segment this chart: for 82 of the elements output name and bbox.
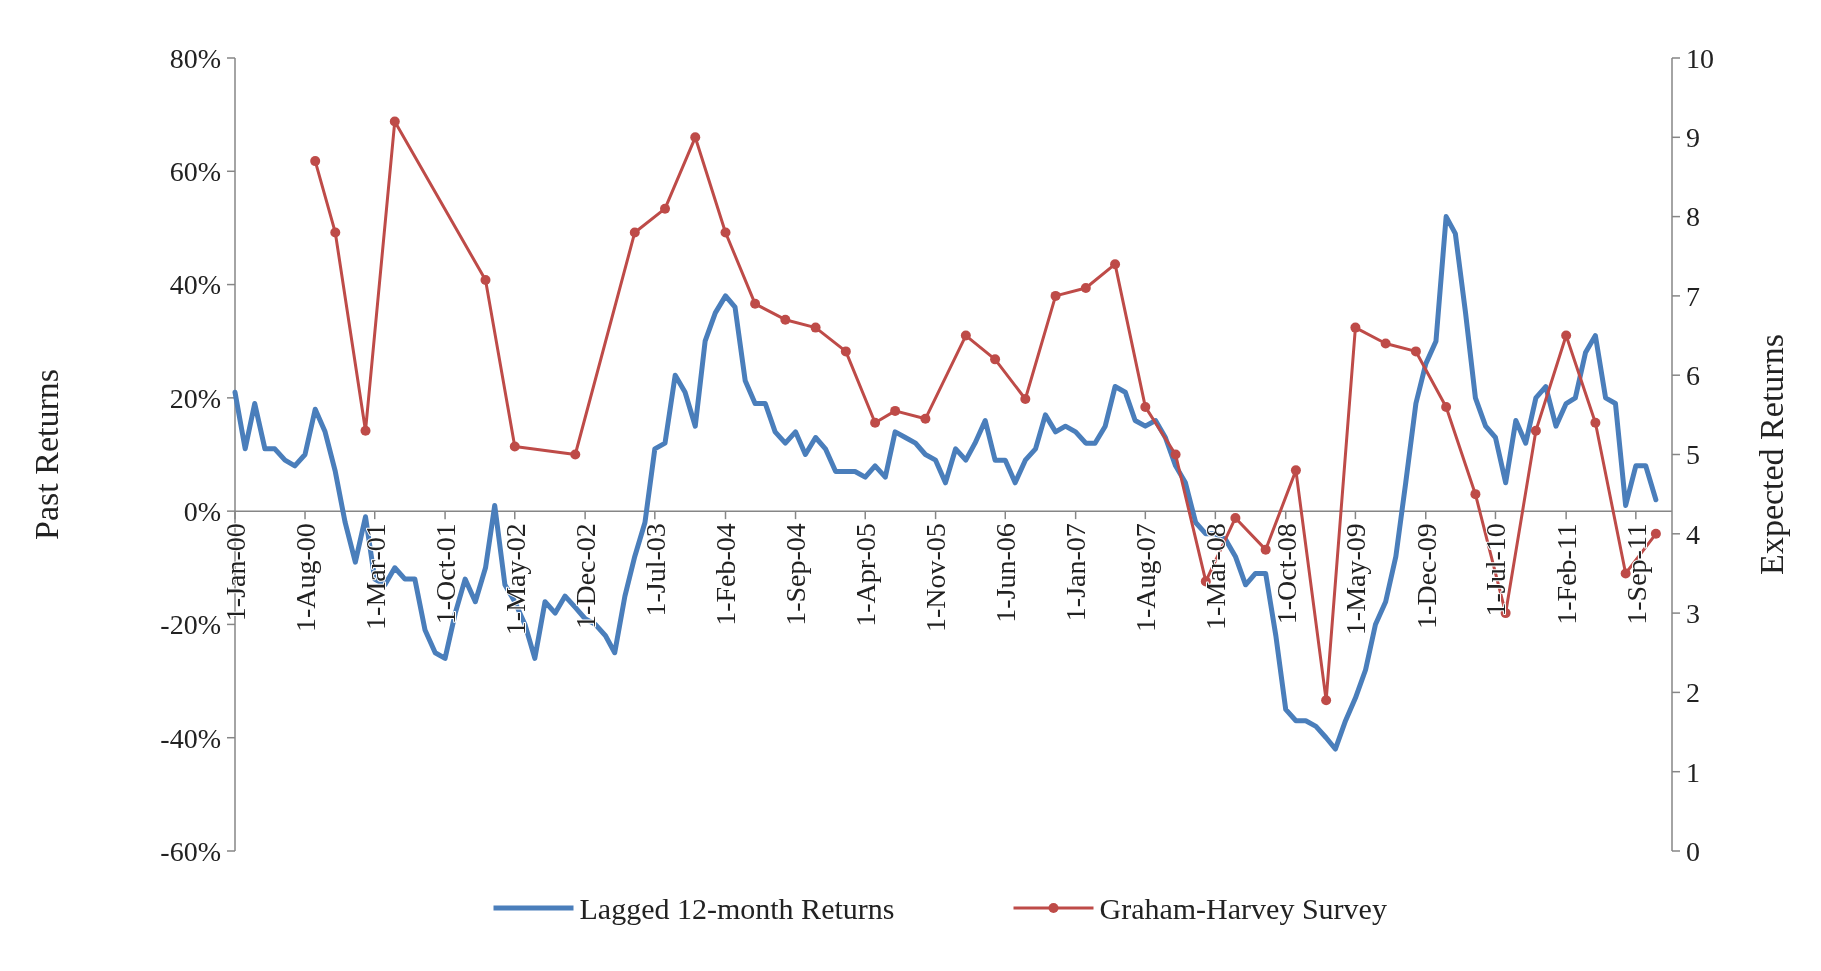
point [1290, 465, 1301, 476]
x-tick-label: 1-Aug-00 [289, 523, 321, 633]
point [1530, 425, 1541, 436]
x-tick-label: 1-Jul-03 [639, 523, 671, 617]
y2-tick-label: 4 [1686, 518, 1700, 550]
y-tick-label: 20% [169, 382, 221, 414]
x-tick-label: 1-Dec-02 [569, 523, 601, 629]
x-tick-label: 1-Mar-01 [359, 523, 391, 630]
x-tick-label: 1-Jan-07 [1060, 523, 1092, 622]
point [1080, 282, 1091, 293]
x-tick-label: 1-Jul-10 [1480, 523, 1512, 617]
y2-axis-title: Expected Returns [1753, 334, 1790, 575]
y2-tick-label: 6 [1686, 360, 1700, 391]
point [330, 227, 341, 238]
y2-tick-label: 2 [1686, 677, 1700, 709]
y-tick-label: -40% [160, 722, 221, 754]
point [1110, 259, 1121, 270]
x-tick-label: 1-Apr-05 [850, 523, 882, 627]
point [660, 203, 671, 214]
y2-tick-label: 9 [1686, 122, 1700, 154]
point [810, 322, 821, 333]
y-tick-label: 80% [169, 42, 221, 74]
point [720, 227, 731, 238]
point [1170, 449, 1181, 460]
y2-tick-label: 3 [1686, 597, 1700, 629]
legend-label: Graham-Harvey Survey [1099, 891, 1387, 925]
x-tick-label: 1-Jun-06 [990, 523, 1022, 623]
x-tick-label: 1-Nov-05 [920, 523, 952, 633]
x-tick-label: 1-May-09 [1340, 523, 1372, 636]
point [1230, 512, 1241, 523]
x-tick-label: 1-Sep-11 [1620, 523, 1652, 625]
x-tick-label: 1-Oct-01 [429, 523, 461, 625]
point [1321, 695, 1332, 706]
point [1590, 417, 1601, 428]
point [1260, 544, 1271, 555]
point [1140, 401, 1151, 412]
point [990, 354, 1001, 365]
point [570, 449, 581, 460]
point [1020, 393, 1031, 404]
point [920, 413, 931, 424]
point [1441, 401, 1452, 412]
x-tick-label: 1-Jan-00 [219, 523, 251, 622]
x-tick-label: 1-Sep-04 [780, 523, 812, 626]
x-tick-label: 1-May-02 [499, 523, 531, 636]
y-axis-title: Past Returns [28, 369, 65, 540]
x-tick-label: 1-Oct-08 [1270, 523, 1302, 625]
y2-tick-label: 0 [1686, 835, 1700, 867]
y2-tick-label: 7 [1686, 280, 1700, 312]
x-tick-label: 1-Aug-07 [1130, 523, 1162, 633]
point [389, 116, 400, 127]
point [1410, 346, 1421, 357]
y-tick-label: 40% [169, 269, 221, 301]
y-tick-label: 60% [169, 156, 221, 188]
legend-label: Lagged 12-month Returns [579, 891, 895, 925]
point [750, 298, 761, 309]
point [1470, 489, 1481, 500]
point [840, 346, 851, 357]
y2-tick-label: 5 [1686, 439, 1700, 471]
y2-tick-label: 10 [1686, 42, 1714, 74]
point [1380, 338, 1391, 349]
point [629, 227, 640, 238]
point [1561, 330, 1572, 341]
y-tick-label: -60% [160, 835, 221, 867]
x-tick-label: 1-Dec-09 [1410, 523, 1442, 629]
point [780, 314, 791, 325]
point [960, 330, 971, 341]
y-tick-label: 0% [183, 495, 221, 527]
x-tick-label: 1-Mar-08 [1200, 523, 1232, 630]
point [1050, 290, 1061, 301]
point [690, 132, 701, 143]
y2-tick-label: 8 [1686, 201, 1700, 233]
x-tick-label: 1-Feb-04 [710, 523, 742, 626]
y2-tick-label: 1 [1686, 756, 1700, 788]
point [509, 441, 520, 452]
point [310, 156, 321, 167]
point [890, 405, 901, 416]
y-tick-label: -20% [160, 609, 221, 641]
point [1350, 322, 1361, 333]
point [870, 417, 881, 428]
x-tick-label: 1-Feb-11 [1550, 523, 1582, 625]
point [480, 275, 491, 286]
point [360, 425, 371, 436]
